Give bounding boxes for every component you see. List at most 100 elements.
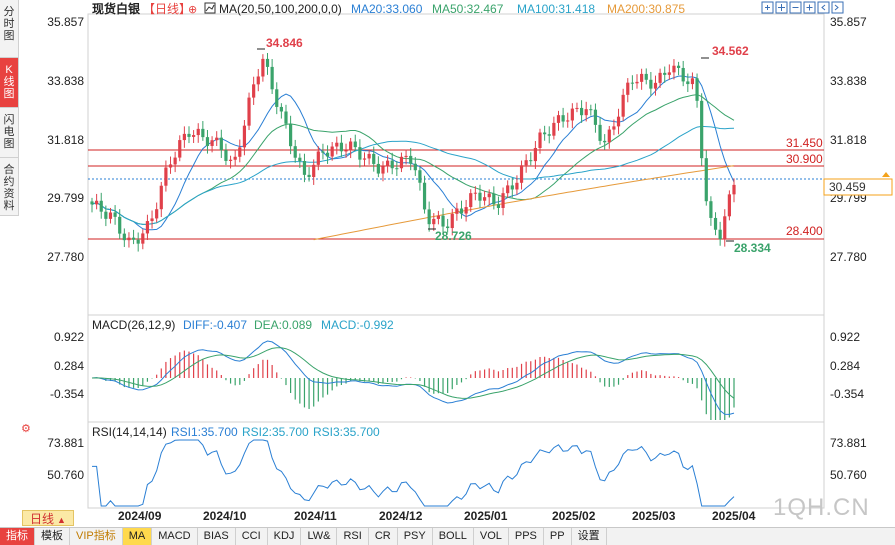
candle[interactable] xyxy=(579,100,584,123)
candle[interactable] xyxy=(196,123,200,143)
candle[interactable] xyxy=(676,61,681,76)
candle[interactable] xyxy=(422,175,427,214)
tab-pp[interactable]: PP xyxy=(544,528,572,545)
candle[interactable] xyxy=(584,101,588,122)
candle[interactable] xyxy=(529,152,533,166)
candle[interactable] xyxy=(732,178,736,203)
candle[interactable] xyxy=(302,153,307,183)
candle[interactable] xyxy=(626,78,630,103)
tab-cci[interactable]: CCI xyxy=(236,528,268,545)
candle[interactable] xyxy=(709,196,713,226)
expand-icon[interactable] xyxy=(761,1,774,14)
candle[interactable] xyxy=(575,102,579,113)
candle[interactable] xyxy=(630,75,634,91)
minus-icon[interactable] xyxy=(789,1,802,14)
candle[interactable] xyxy=(487,189,491,206)
candle[interactable] xyxy=(215,131,219,147)
candle[interactable] xyxy=(372,146,376,172)
candle[interactable] xyxy=(390,152,394,175)
candle[interactable] xyxy=(441,208,445,235)
plus-icon[interactable] xyxy=(803,1,816,14)
candle[interactable] xyxy=(552,116,556,140)
candle[interactable] xyxy=(289,115,293,155)
candle[interactable] xyxy=(284,104,288,129)
candle[interactable] xyxy=(566,112,570,128)
tab-settings[interactable]: 设置 xyxy=(572,528,607,545)
candle[interactable] xyxy=(464,199,468,222)
candle[interactable] xyxy=(118,209,122,239)
candle[interactable] xyxy=(713,212,718,236)
chart-canvas[interactable]: 现货白银 【日线】 ⊕ MA(20,50,100,200,0,0) MA20:3… xyxy=(0,0,895,527)
candle[interactable] xyxy=(409,147,413,171)
candle[interactable] xyxy=(399,152,404,173)
tab-template[interactable]: 模板 xyxy=(35,528,70,545)
candle[interactable] xyxy=(187,126,191,144)
candle[interactable] xyxy=(224,143,228,166)
candle[interactable] xyxy=(293,139,297,163)
candle[interactable] xyxy=(482,190,487,206)
tab-kline[interactable]: K线图 xyxy=(0,58,18,108)
candle[interactable] xyxy=(330,142,334,161)
candle[interactable] xyxy=(612,119,616,136)
candle[interactable] xyxy=(395,160,399,177)
candle[interactable] xyxy=(404,149,408,165)
candle[interactable] xyxy=(192,130,196,143)
candle[interactable] xyxy=(155,202,159,223)
candle[interactable] xyxy=(201,121,205,141)
candle[interactable] xyxy=(570,103,574,129)
tab-indicator[interactable]: 指标 xyxy=(0,528,35,545)
tab-bias[interactable]: BIAS xyxy=(198,528,236,545)
candle[interactable] xyxy=(496,196,501,215)
candle[interactable] xyxy=(524,154,528,173)
candle[interactable] xyxy=(459,200,464,219)
tab-psy[interactable]: PSY xyxy=(398,528,433,545)
candle[interactable] xyxy=(275,82,279,115)
candle[interactable] xyxy=(219,129,223,158)
candle[interactable] xyxy=(727,190,731,221)
candle[interactable] xyxy=(141,229,145,250)
candle[interactable] xyxy=(261,54,265,82)
candle[interactable] xyxy=(376,156,380,178)
candle[interactable] xyxy=(210,136,214,153)
candle[interactable] xyxy=(418,166,422,191)
candle[interactable] xyxy=(344,143,348,158)
tab-intraday[interactable]: 分时图 xyxy=(0,0,18,58)
candle[interactable] xyxy=(367,149,371,165)
candle[interactable] xyxy=(704,150,708,206)
candle[interactable] xyxy=(413,157,417,176)
candle[interactable] xyxy=(242,119,247,156)
candle[interactable] xyxy=(113,205,117,225)
candle[interactable] xyxy=(690,72,695,90)
candle[interactable] xyxy=(99,192,103,219)
candle[interactable] xyxy=(228,155,233,169)
candle[interactable] xyxy=(446,218,450,233)
candle[interactable] xyxy=(603,134,607,150)
candle[interactable] xyxy=(667,64,671,80)
candle[interactable] xyxy=(593,103,598,133)
candle[interactable] xyxy=(362,152,367,166)
ma-icon[interactable] xyxy=(204,2,216,14)
candle[interactable] xyxy=(621,88,625,121)
candle[interactable] xyxy=(339,134,344,157)
period-button[interactable]: 日线 ▲ xyxy=(22,510,74,526)
candle[interactable] xyxy=(321,143,325,160)
tab-pps[interactable]: PPS xyxy=(509,528,544,545)
tab-rsi[interactable]: RSI xyxy=(337,528,369,545)
candle[interactable] xyxy=(543,125,547,141)
candle[interactable] xyxy=(561,107,565,128)
candle[interactable] xyxy=(616,108,621,135)
candle[interactable] xyxy=(298,153,302,168)
candle[interactable] xyxy=(325,145,330,164)
split-icon[interactable] xyxy=(775,1,788,14)
rsi-gear-icon[interactable]: ⚙ xyxy=(21,423,31,435)
tab-vol[interactable]: VOL xyxy=(474,528,509,545)
candle[interactable] xyxy=(90,197,94,213)
candle[interactable] xyxy=(145,214,150,241)
candle[interactable] xyxy=(695,73,699,108)
tab-flash[interactable]: 闪电图 xyxy=(0,108,18,158)
candle[interactable] xyxy=(136,232,140,252)
candle[interactable] xyxy=(436,210,441,225)
candle[interactable] xyxy=(510,177,514,198)
candle[interactable] xyxy=(247,92,251,131)
tab-lw[interactable]: LW& xyxy=(301,528,338,545)
